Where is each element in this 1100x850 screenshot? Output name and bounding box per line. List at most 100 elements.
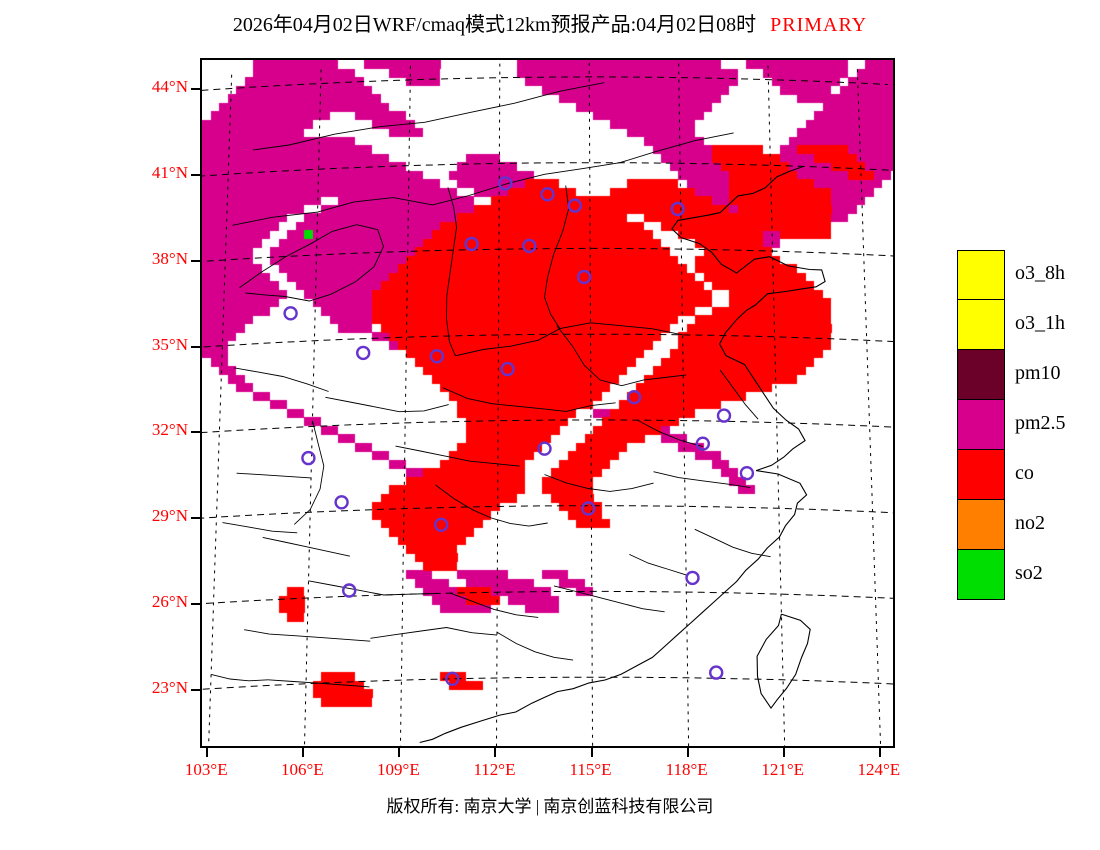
station-marker[interactable]	[695, 436, 710, 451]
legend-color-swatch	[957, 550, 1005, 600]
map-boundary-path	[637, 419, 704, 448]
lat-tick-mark	[191, 517, 200, 520]
map-boundary-path	[370, 627, 498, 639]
lat-tick-label: 23°N	[151, 677, 188, 697]
station-marker[interactable]	[283, 306, 298, 321]
station-marker[interactable]	[581, 501, 596, 516]
map-boundary-path	[202, 333, 893, 348]
map-boundary-path	[325, 396, 449, 413]
station-marker[interactable]	[716, 408, 732, 423]
lat-tick-mark	[191, 345, 200, 348]
lat-tick-mark	[191, 688, 200, 691]
map-boundary-path	[202, 247, 893, 262]
lon-tick-mark	[302, 748, 305, 757]
station-marker[interactable]	[540, 187, 555, 202]
legend-item[interactable]: pm2.5	[957, 400, 1097, 450]
station-marker[interactable]	[709, 665, 724, 680]
legend-item-label: o3_8h	[1015, 262, 1065, 284]
map-boundary-path	[262, 536, 350, 557]
legend-color-swatch	[957, 350, 1005, 400]
map-boundary-path	[856, 65, 882, 746]
map-boundary-path	[419, 165, 826, 744]
map-boundary-path	[399, 62, 411, 746]
lat-tick-mark	[191, 431, 200, 434]
map-boundary-path	[253, 82, 605, 151]
lon-tick-label: 109°E	[377, 760, 420, 779]
station-marker[interactable]	[577, 269, 592, 285]
map-boundary-path	[202, 505, 893, 519]
station-marker[interactable]	[334, 495, 349, 510]
station-marker[interactable]	[445, 671, 460, 686]
lat-tick-mark	[191, 174, 200, 177]
map-boundary-path	[236, 472, 312, 479]
lon-tick-label: 112°E	[473, 760, 516, 779]
map-boundary-path	[449, 592, 539, 618]
map-vector-layer	[202, 60, 893, 746]
map-boundary-path	[629, 553, 687, 576]
lat-tick-label: 44°N	[151, 77, 188, 97]
lat-tick-label: 41°N	[151, 163, 188, 183]
station-marker[interactable]	[341, 583, 357, 598]
lat-tick-label: 38°N	[151, 248, 188, 268]
lat-tick-label: 35°N	[151, 334, 188, 354]
station-marker[interactable]	[464, 236, 479, 252]
legend-item[interactable]: so2	[957, 550, 1097, 600]
map-boundary-path	[395, 445, 520, 467]
station-marker[interactable]	[537, 441, 552, 456]
map-boundary-path	[210, 673, 269, 682]
map-boundary-path	[244, 629, 371, 642]
lat-tick-mark	[191, 602, 200, 605]
map-boundary-path	[308, 580, 435, 596]
legend-item[interactable]: o3_1h	[957, 300, 1097, 350]
map-boundary-path	[442, 387, 616, 412]
map-plot-area[interactable]	[200, 58, 895, 748]
map-boundary-path	[202, 76, 888, 91]
station-marker[interactable]	[500, 361, 515, 377]
map-boundary-path	[303, 66, 322, 746]
lon-tick-label: 118°E	[665, 760, 708, 779]
map-boundary-path	[435, 484, 548, 527]
map-boundary-path	[678, 60, 690, 746]
map-boundary-path	[267, 679, 370, 688]
legend-item[interactable]: co	[957, 450, 1097, 500]
map-boundary-path	[222, 522, 298, 534]
lon-tick-mark	[398, 748, 401, 757]
station-marker[interactable]	[301, 450, 316, 466]
map-boundary-path	[544, 185, 570, 329]
map-boundary-path	[233, 367, 329, 392]
lon-tick-label: 121°E	[761, 760, 805, 779]
station-marker[interactable]	[567, 198, 582, 213]
map-boundary-path	[293, 420, 325, 525]
legend-item-label: o3_1h	[1015, 312, 1065, 334]
page-title: 2026年04月02日WRF/cmaq模式12km预报产品:04月02日08时 P…	[0, 8, 1100, 37]
legend-item-label: pm2.5	[1015, 412, 1066, 434]
station-marker[interactable]	[739, 466, 755, 481]
station-marker[interactable]	[429, 349, 445, 364]
station-marker[interactable]	[433, 517, 449, 532]
legend-color-swatch	[957, 500, 1005, 550]
lat-tick-mark	[191, 88, 200, 91]
station-marker[interactable]	[626, 390, 642, 405]
legend-color-swatch	[957, 400, 1005, 450]
map-boundary-path	[239, 224, 384, 302]
title-text: 2026年04月02日WRF/cmaq模式12km预报产品:04月02日08时	[232, 14, 757, 36]
legend-item-label: no2	[1015, 512, 1045, 534]
station-marker[interactable]	[498, 176, 513, 191]
legend-item[interactable]: o3_8h	[957, 250, 1097, 300]
lon-tick-label: 124°E	[857, 760, 901, 779]
map-boundary-path	[202, 590, 893, 605]
map-boundary-path	[553, 585, 665, 613]
legend-item[interactable]: no2	[957, 500, 1097, 550]
station-marker[interactable]	[355, 345, 371, 361]
station-marker[interactable]	[522, 238, 537, 254]
station-marker[interactable]	[670, 201, 685, 217]
map-boundary-path	[455, 322, 683, 357]
map-boundary-path	[232, 132, 734, 226]
lon-tick-label: 115°E	[569, 760, 612, 779]
copyright-footer: 版权所有: 南京大学 | 南京创蓝科技有限公司	[386, 797, 714, 816]
lat-tick-label: 26°N	[151, 591, 188, 611]
map-boundary-path	[202, 676, 893, 690]
legend-item[interactable]: pm10	[957, 350, 1097, 400]
station-marker[interactable]	[685, 570, 700, 586]
legend-color-swatch	[957, 300, 1005, 350]
